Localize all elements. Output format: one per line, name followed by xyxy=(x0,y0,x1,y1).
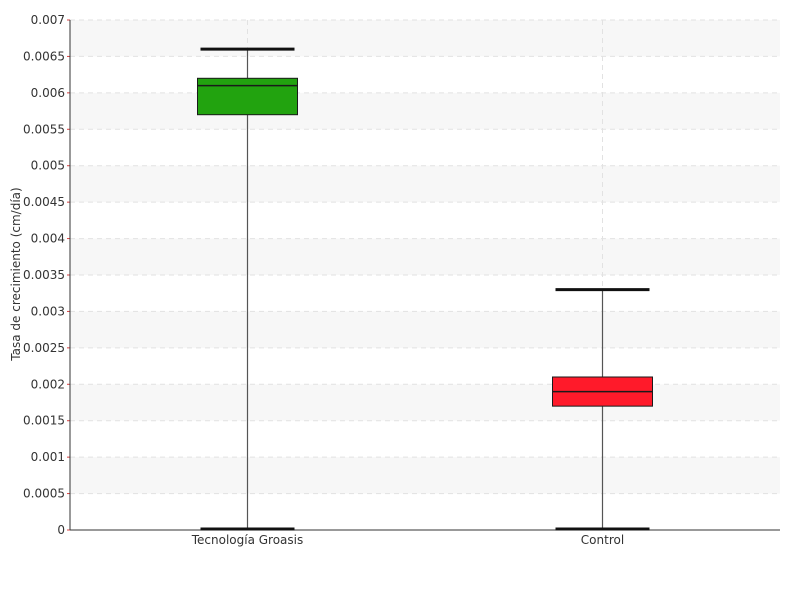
y-tick-label: 0.0005 xyxy=(23,487,65,501)
y-tick-label: 0.0015 xyxy=(23,414,65,428)
box-0 xyxy=(197,47,298,531)
y-tick-label: 0.0065 xyxy=(23,49,65,63)
tick-labels: 0 0.0005 0.001 0.0015 0.002 0.0025 0.003 0.0035… xyxy=(23,13,624,547)
grid-band xyxy=(70,238,780,275)
y-tick-label: 0.003 xyxy=(31,304,65,318)
grid-band xyxy=(70,457,780,494)
y-tick-label: 0.007 xyxy=(31,13,65,27)
box-iqr xyxy=(197,77,298,116)
y-tick-label: 0.002 xyxy=(31,377,65,391)
grid-band xyxy=(70,92,780,130)
y-tick-label: 0.004 xyxy=(31,232,65,246)
plot-bands xyxy=(70,20,780,494)
grid-band xyxy=(70,165,780,203)
axes xyxy=(67,19,780,531)
y-axis-label: Tasa de crecimiento (cm/día) xyxy=(9,187,23,361)
y-tick-label: 0.0025 xyxy=(23,341,65,355)
y-tick-label: 0 xyxy=(57,523,65,537)
y-tick-label: 0.0035 xyxy=(23,268,65,282)
box-series xyxy=(197,47,653,531)
box-1 xyxy=(552,288,653,531)
y-tick-label: 0.006 xyxy=(31,86,65,100)
x-tick-label: Control xyxy=(581,533,624,547)
y-tick-label: 0.005 xyxy=(31,159,65,173)
y-tick-label: 0.001 xyxy=(31,450,65,464)
y-tick-label: 0.0055 xyxy=(23,122,65,136)
grid-band xyxy=(70,311,780,348)
grid-band xyxy=(70,384,780,421)
y-tick-label: 0.0045 xyxy=(23,195,65,209)
grid-band xyxy=(70,20,780,57)
x-tick-label: Tecnología Groasis xyxy=(191,533,304,547)
